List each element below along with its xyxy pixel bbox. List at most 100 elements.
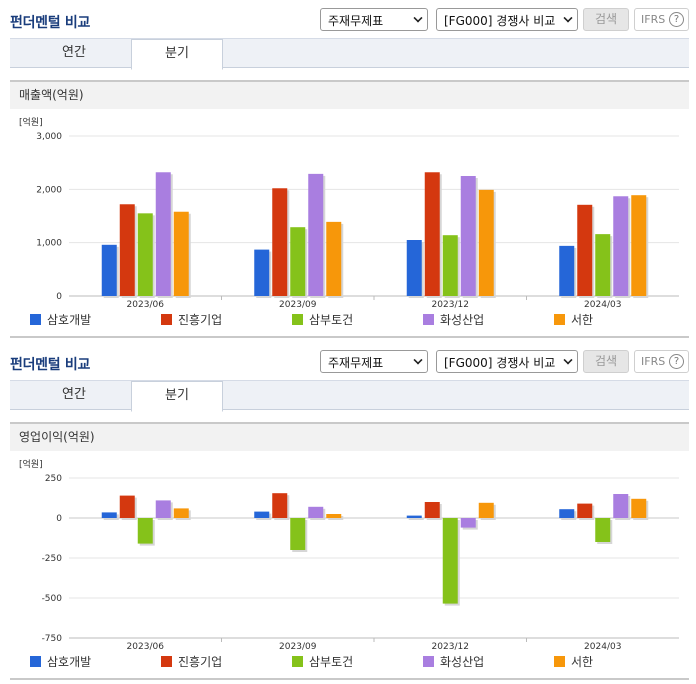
- statement-select[interactable]: 주재무제표: [320, 350, 428, 373]
- search-button[interactable]: 검색: [583, 8, 629, 31]
- tab-annual[interactable]: 연간: [62, 45, 86, 60]
- legend-swatch: [292, 314, 303, 325]
- bar-2023/12-서한: [478, 189, 494, 296]
- chart-subtitle: 영업이익(억원): [10, 422, 689, 451]
- revenue-bar-chart: [억원] 0 1,000 2,000 3,000 2023/06 2023/09 2023/1…: [19, 116, 679, 310]
- legend-item[interactable]: 진흥기업: [161, 655, 222, 669]
- tab-quarterly[interactable]: 분기: [131, 381, 223, 412]
- bar-2024/03-삼부토건: [595, 234, 611, 296]
- help-icon[interactable]: ?: [669, 12, 684, 27]
- legend-swatch: [423, 314, 434, 325]
- legend-swatch: [423, 656, 434, 667]
- legend-swatch: [292, 656, 303, 667]
- bar-2024/03-진흥기업: [577, 503, 593, 518]
- bar-2023/09-삼부토건: [290, 518, 306, 550]
- x-tick-label: 2024/03: [584, 300, 621, 310]
- y-tick-label: 0: [56, 514, 62, 524]
- period-tabs: 연간 분기: [10, 380, 689, 412]
- chevron-down-icon: [413, 13, 423, 23]
- legend-label: 진흥기업: [178, 655, 223, 669]
- legend-label: 삼부토건: [309, 655, 354, 669]
- legend-label: 서한: [571, 313, 594, 327]
- ifrs-button[interactable]: IFRS?: [634, 350, 689, 373]
- bar-2023/06-삼호개발: [101, 512, 117, 518]
- bar-2023/09-서한: [326, 221, 342, 296]
- period-tabs: 연간 분기: [10, 38, 689, 70]
- x-tick-label: 2023/09: [279, 642, 317, 652]
- legend-swatch: [554, 314, 565, 325]
- bar-2023/09-삼호개발: [254, 511, 270, 518]
- bar-2023/09-삼호개발: [254, 249, 270, 296]
- legend-swatch: [30, 314, 41, 325]
- bar-2023/12-서한: [478, 502, 494, 518]
- bar-2023/06-서한: [173, 508, 189, 518]
- legend-swatch: [161, 314, 172, 325]
- bar-2024/03-진흥기업: [577, 204, 593, 296]
- chevron-down-icon: [413, 355, 423, 365]
- x-tick-label: 2024/03: [584, 642, 621, 652]
- compare-select[interactable]: [FG000] 경쟁사 비교: [436, 8, 578, 31]
- bar-2023/09-진흥기업: [272, 188, 288, 296]
- legend-item[interactable]: 진흥기업: [161, 313, 222, 327]
- x-tick-label: 2023/06: [127, 300, 165, 310]
- chevron-down-icon: [563, 355, 573, 365]
- fundamental-panel-operating-profit: 펀더멘털 비교 주재무제표 [FG000] 경쟁사 비교 검색 IFRS? 연간…: [0, 342, 696, 684]
- chart-legend: 삼호개발 진흥기업 삼부토건 화성산업 서한: [30, 655, 690, 671]
- legend-label: 화성산업: [440, 313, 485, 327]
- panel-title: 펀더멘털 비교: [10, 357, 91, 373]
- x-tick-label: 2023/09: [279, 300, 317, 310]
- bar-2023/06-삼부토건: [137, 213, 153, 296]
- bar-shadow: [408, 517, 424, 520]
- divider: [10, 678, 689, 680]
- y-tick-label: 2,000: [36, 185, 62, 195]
- chart-subtitle: 매출액(억원): [10, 80, 689, 109]
- legend-item[interactable]: 서한: [554, 655, 593, 669]
- search-button[interactable]: 검색: [583, 350, 629, 373]
- bar-2023/09-화성산업: [308, 173, 324, 296]
- legend-item[interactable]: 화성산업: [423, 655, 484, 669]
- legend-label: 화성산업: [440, 655, 485, 669]
- legend-label: 진흥기업: [178, 313, 223, 327]
- legend-item[interactable]: 화성산업: [423, 313, 484, 327]
- legend-item[interactable]: 삼부토건: [292, 655, 353, 669]
- bar-2023/12-진흥기업: [424, 502, 440, 518]
- compare-select[interactable]: [FG000] 경쟁사 비교: [436, 350, 578, 373]
- y-tick-label: 1,000: [36, 239, 62, 249]
- bar-2023/12-삼호개발: [406, 515, 422, 518]
- legend-item[interactable]: 삼호개발: [30, 313, 91, 327]
- bar-2024/03-서한: [631, 195, 647, 296]
- y-tick-label: 3,000: [36, 132, 62, 142]
- bar-2023/06-삼부토건: [137, 518, 153, 544]
- statement-select[interactable]: 주재무제표: [320, 8, 428, 31]
- legend-item[interactable]: 삼호개발: [30, 655, 91, 669]
- tab-quarterly[interactable]: 분기: [131, 39, 223, 70]
- legend-swatch: [554, 656, 565, 667]
- y-tick-label: 0: [56, 292, 62, 302]
- bar-2023/06-화성산업: [155, 500, 171, 518]
- compare-select-value: [FG000] 경쟁사 비교: [444, 356, 556, 370]
- legend-item[interactable]: 삼부토건: [292, 313, 353, 327]
- x-tick-label: 2023/12: [432, 642, 469, 652]
- bar-2024/03-삼부토건: [595, 518, 611, 542]
- fundamental-panel-revenue: 펀더멘털 비교 주재무제표 [FG000] 경쟁사 비교 검색 IFRS? 연간…: [10, 8, 690, 338]
- unit-label: [억원]: [19, 116, 43, 128]
- y-tick-label: -500: [42, 594, 63, 604]
- bar-2023/12-삼부토건: [442, 518, 458, 604]
- legend-swatch: [30, 656, 41, 667]
- tab-annual[interactable]: 연간: [62, 387, 86, 402]
- ifrs-label: IFRS: [641, 13, 666, 26]
- bar-2023/06-화성산업: [155, 172, 171, 296]
- bar-2023/12-진흥기업: [424, 172, 440, 296]
- legend-item[interactable]: 서한: [554, 313, 593, 327]
- legend-label: 삼부토건: [309, 313, 354, 327]
- bar-2023/12-삼부토건: [442, 235, 458, 296]
- ifrs-label: IFRS: [641, 355, 666, 368]
- bar-2023/12-삼호개발: [406, 240, 422, 296]
- help-icon[interactable]: ?: [669, 354, 684, 369]
- chevron-down-icon: [563, 13, 573, 23]
- x-tick-label: 2023/06: [127, 642, 165, 652]
- bar-2024/03-화성산업: [613, 196, 629, 296]
- ifrs-button[interactable]: IFRS?: [634, 8, 689, 31]
- panel-title: 펀더멘털 비교: [10, 15, 91, 31]
- chart-legend: 삼호개발 진흥기업 삼부토건 화성산업 서한: [30, 313, 690, 329]
